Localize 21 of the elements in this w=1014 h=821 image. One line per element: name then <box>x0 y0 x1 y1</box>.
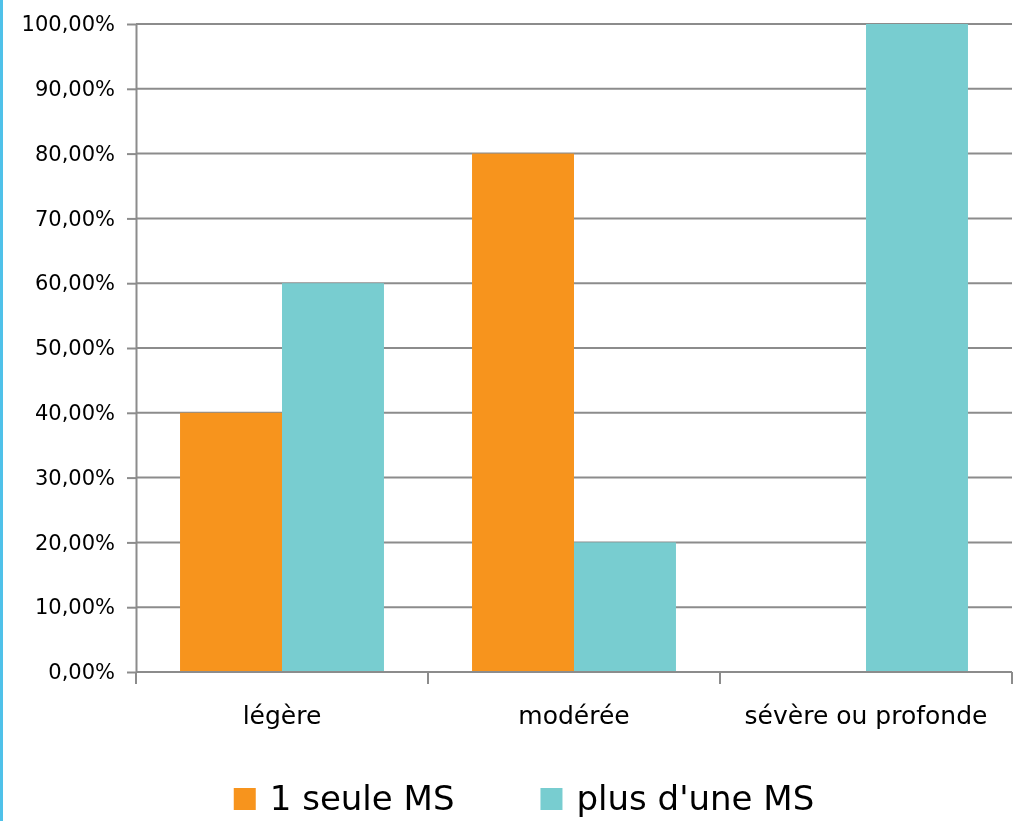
y-tick-label: 50,00% <box>34 336 115 361</box>
bar <box>866 24 968 672</box>
legend-label: 1 seule MS <box>269 778 455 818</box>
y-tick-label: 10,00% <box>34 595 115 620</box>
y-tick-label: 80,00% <box>34 141 115 166</box>
y-tick-label: 100,00% <box>21 12 115 37</box>
y-tick-label: 70,00% <box>34 206 115 231</box>
y-tick-label: 20,00% <box>34 530 115 555</box>
bar <box>180 412 282 672</box>
bar <box>282 283 384 672</box>
y-tick-label: 60,00% <box>34 271 115 296</box>
y-tick-label: 40,00% <box>34 401 115 426</box>
y-tick-label: 30,00% <box>34 465 115 490</box>
y-tick-label: 90,00% <box>34 77 115 102</box>
y-tick-label: 0,00% <box>48 660 115 685</box>
x-tick-label: légère <box>242 701 322 730</box>
x-tick-label: sévère ou profonde <box>744 701 988 730</box>
bar <box>472 153 574 672</box>
bar <box>574 542 676 672</box>
x-tick-label: modérée <box>518 701 630 730</box>
legend-label: plus d'une MS <box>576 778 815 818</box>
